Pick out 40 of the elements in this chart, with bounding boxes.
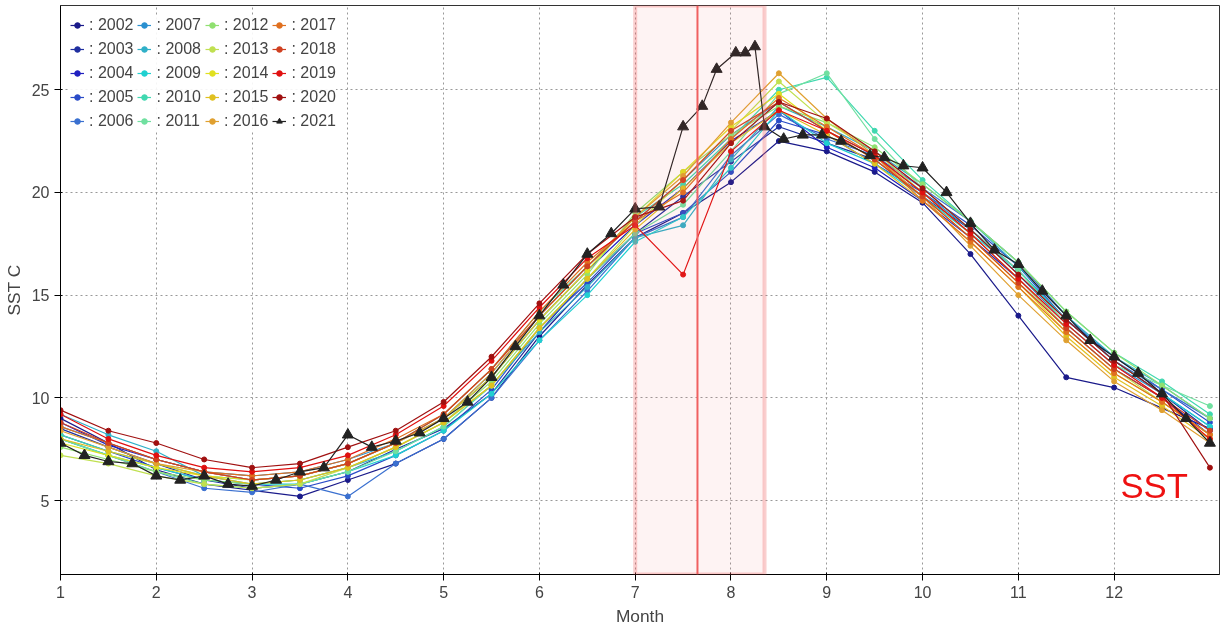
annotation: SST bbox=[1120, 466, 1188, 505]
legend-label: : 2011 bbox=[156, 112, 200, 130]
legend-label: : 2008 bbox=[156, 40, 201, 58]
legend-label: : 2009 bbox=[156, 64, 201, 82]
legend-label: : 2013 bbox=[223, 40, 269, 58]
legend-label: : 2007 bbox=[156, 16, 201, 34]
legend-label: : 2021 bbox=[291, 112, 336, 130]
y-tick-label: 25 bbox=[31, 81, 50, 99]
x-tick-label: 5 bbox=[439, 583, 449, 601]
x-tick-label: 1 bbox=[56, 583, 66, 601]
x-axis-title: Month bbox=[615, 605, 665, 626]
legend-label: : 2019 bbox=[291, 64, 336, 82]
legend-label: : 2012 bbox=[223, 16, 269, 34]
legend-label: : 2016 bbox=[223, 112, 269, 130]
legend-label: : 2003 bbox=[89, 40, 134, 58]
legend-label: : 2002 bbox=[89, 16, 134, 34]
y-tick-label: 10 bbox=[31, 389, 50, 407]
x-tick-label: 6 bbox=[534, 583, 544, 601]
x-tick-label: 4 bbox=[343, 583, 353, 601]
x-tick-label: 8 bbox=[726, 583, 736, 601]
y-tick-label: 5 bbox=[40, 492, 50, 510]
x-tick-label: 7 bbox=[630, 583, 640, 601]
x-tick-label: 12 bbox=[1105, 583, 1124, 601]
x-tick-label: 3 bbox=[247, 583, 257, 601]
y-tick-label: 20 bbox=[31, 184, 50, 202]
legend-label: : 2014 bbox=[223, 64, 269, 82]
legend-label: : 2018 bbox=[291, 40, 336, 58]
legend-label: : 2006 bbox=[89, 112, 134, 130]
legend-label: : 2017 bbox=[291, 16, 336, 34]
legend-label: : 2015 bbox=[223, 88, 269, 106]
y-tick-label: 15 bbox=[31, 287, 50, 305]
legend-label: : 2020 bbox=[291, 88, 336, 106]
x-tick-label: 11 bbox=[1010, 583, 1027, 601]
legend-label: : 2005 bbox=[89, 88, 134, 106]
legend-label: : 2010 bbox=[156, 88, 201, 106]
legend-label: : 2004 bbox=[89, 64, 134, 82]
x-tick-label: 2 bbox=[151, 583, 161, 601]
y-axis-title: SST C bbox=[3, 264, 24, 316]
x-tick-label: 9 bbox=[822, 583, 832, 601]
x-tick-label: 10 bbox=[913, 583, 932, 601]
